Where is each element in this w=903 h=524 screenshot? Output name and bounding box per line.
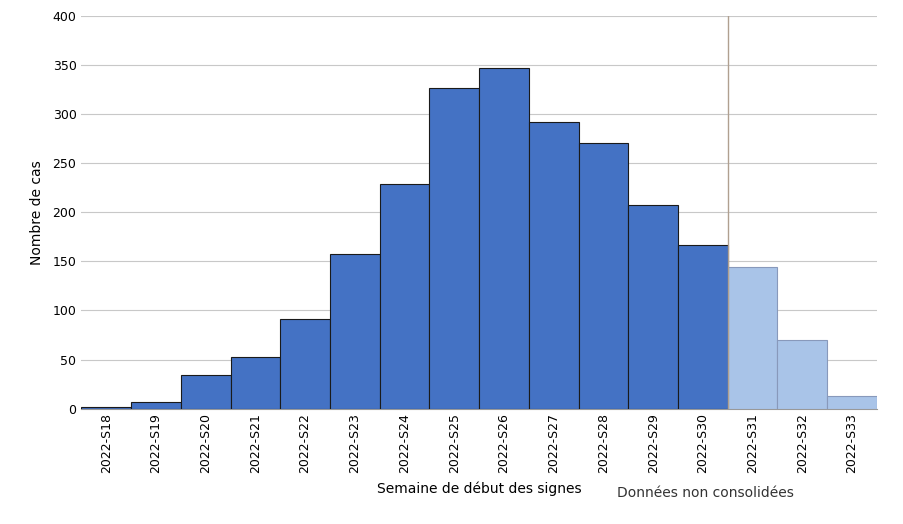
Bar [677,245,727,409]
Bar [777,340,826,409]
X-axis label: Semaine de début des signes: Semaine de début des signes [377,481,581,496]
Bar [81,407,131,409]
Text: Données non consolidées: Données non consolidées [616,486,793,499]
Bar [131,402,181,409]
Bar [826,396,876,409]
Bar [628,205,677,409]
Bar [578,144,628,409]
Y-axis label: Nombre de cas: Nombre de cas [31,160,44,265]
Bar [181,375,230,409]
Bar [379,184,429,409]
Bar [330,255,379,409]
Bar [479,68,528,409]
Bar [280,319,330,409]
Bar [528,122,578,409]
Bar [230,357,280,409]
Bar [727,267,777,409]
Bar [429,89,479,409]
